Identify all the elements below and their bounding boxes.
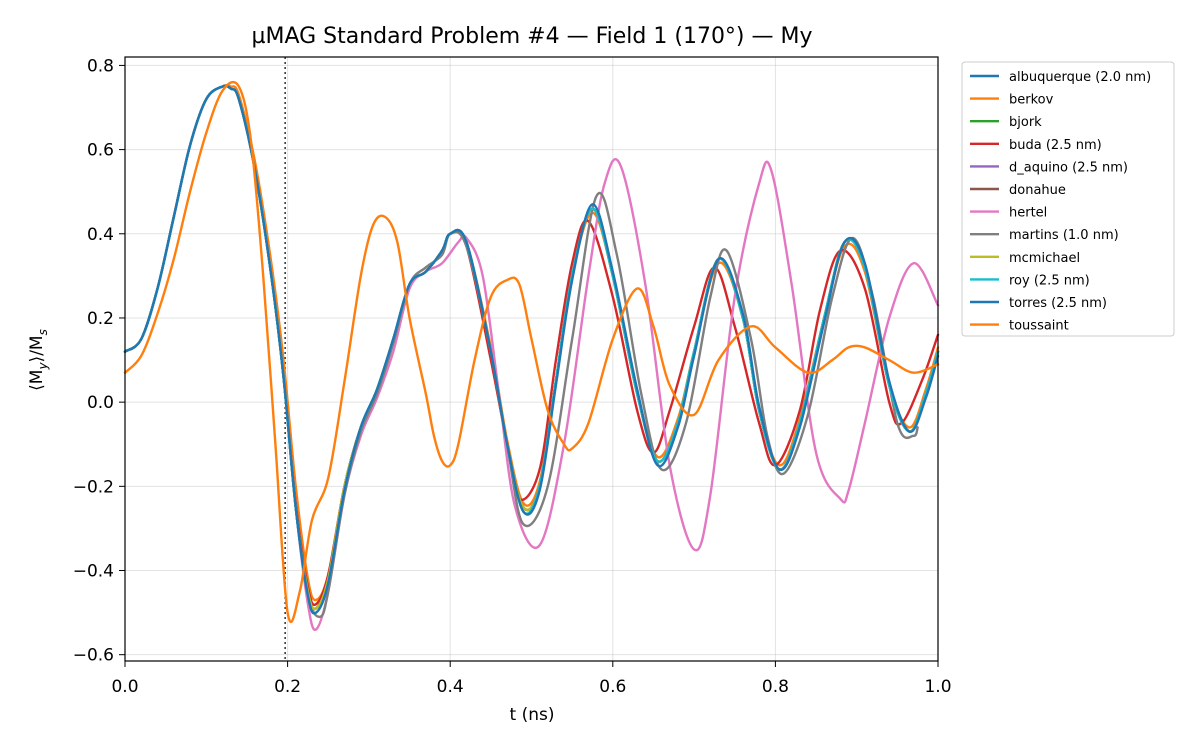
legend-label: toussaint xyxy=(1009,319,1069,334)
x-tick-label: 0.8 xyxy=(762,677,789,697)
x-tick-label: 1.0 xyxy=(924,677,951,697)
legend-label: buda (2.5 nm) xyxy=(1009,138,1102,153)
legend-label: martins (1.0 nm) xyxy=(1009,228,1119,243)
y-tick-label: 0.8 xyxy=(87,56,114,76)
y-axis-label-sub1: y xyxy=(36,362,50,371)
x-tick-label: 0.2 xyxy=(274,677,301,697)
y-tick-label: 0.0 xyxy=(87,393,114,413)
y-axis-label-mid: ⟩/M xyxy=(27,335,47,362)
y-tick-label: 0.6 xyxy=(87,141,114,161)
legend: albuquerque (2.0 nm) berkov bjork buda (2.5… xyxy=(961,61,1175,337)
legend-label: donahue xyxy=(1009,183,1066,198)
y-tick-label: 0.2 xyxy=(87,309,114,329)
y-tick-label: −0.6 xyxy=(73,646,114,666)
y-tick-label: −0.2 xyxy=(73,477,114,497)
legend-label: hertel xyxy=(1009,206,1047,221)
x-tick-label: 0.6 xyxy=(599,677,626,697)
y-tick-label: −0.4 xyxy=(73,562,114,582)
series-line-10 xyxy=(123,84,940,615)
legend-label: d_aquino (2.5 nm) xyxy=(1009,160,1128,175)
y-tick-label: 0.4 xyxy=(87,225,114,245)
y-axis-label: ⟨My⟩/Ms xyxy=(27,329,50,391)
chart-title: µMAG Standard Problem #4 — Field 1 (170°… xyxy=(251,24,812,49)
series-layer xyxy=(123,80,940,631)
series-line-11 xyxy=(123,80,940,623)
legend-label: torres (2.5 nm) xyxy=(1009,296,1107,311)
axis-ticks: 0.0 0.2 0.4 0.6 0.8 1.0 −0.6 −0.4 −0.2 0.0 0.2 0.4 0… xyxy=(73,56,952,697)
legend-label: berkov xyxy=(1009,93,1054,108)
y-axis-label-main: ⟨M xyxy=(27,370,47,391)
x-axis-label: t (ns) xyxy=(510,705,555,725)
legend-label: albuquerque (2.0 nm) xyxy=(1009,70,1151,85)
x-tick-label: 0.0 xyxy=(111,677,138,697)
legend-label: mcmichael xyxy=(1009,251,1080,266)
y-axis-label-sub2: s xyxy=(36,329,50,335)
x-tick-label: 0.4 xyxy=(437,677,464,697)
legend-frame xyxy=(961,61,1175,337)
legend-label: roy (2.5 nm) xyxy=(1009,273,1090,288)
plot-frame xyxy=(124,56,939,662)
legend-label: bjork xyxy=(1009,115,1042,130)
